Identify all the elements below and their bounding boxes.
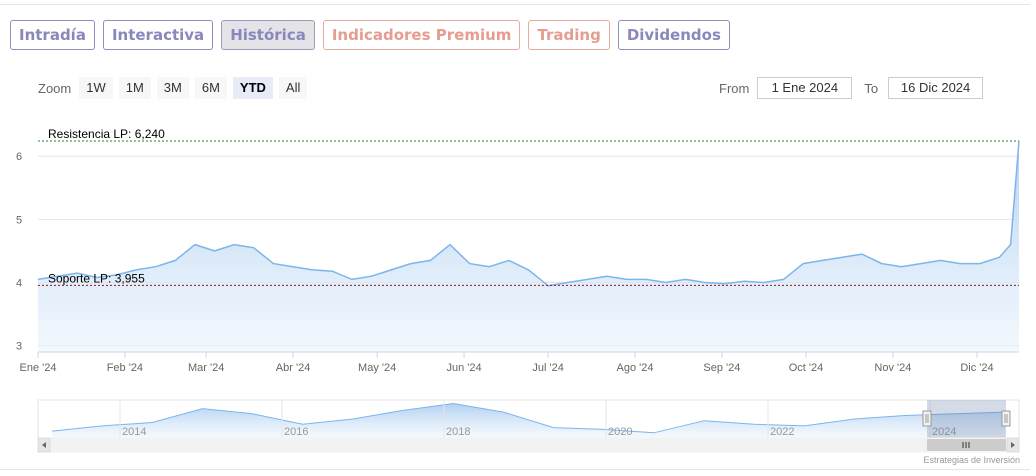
- tab-intrad-a[interactable]: Intradía: [10, 20, 95, 50]
- zoom-1m-button[interactable]: 1M: [118, 77, 151, 99]
- navigator-year-label: 2018: [446, 426, 470, 438]
- tab-indicadores-premium[interactable]: Indicadores Premium: [322, 20, 521, 50]
- arrow-right-icon: [1011, 442, 1015, 448]
- tab-trading[interactable]: Trading: [528, 20, 610, 50]
- zoom-label: Zoom: [38, 80, 72, 96]
- navigator-area: [52, 403, 1005, 438]
- series-area: [38, 141, 1019, 352]
- from-date-input[interactable]: 1 Ene 2024: [757, 77, 853, 99]
- x-axis: Ene '24 Feb '24 Mar '24 Abr '24 May '24 Jun '…: [20, 351, 1019, 374]
- scrollbar-track: [37, 437, 1020, 453]
- zoom-bar: Zoom 1W 1M 3M 6M YTD All: [38, 77, 308, 99]
- x-tick-label: May '24: [358, 362, 396, 374]
- navigator-year-label: 2016: [284, 426, 308, 438]
- navigator-year-label: 2024: [932, 426, 956, 438]
- from-label: From: [719, 80, 750, 96]
- y-tick-label: 5: [16, 214, 22, 226]
- x-tick-label: Mar '24: [188, 362, 224, 374]
- x-tick-label: Jun '24: [446, 362, 481, 374]
- x-tick-label: Abr '24: [276, 362, 311, 374]
- zoom-all-button[interactable]: All: [278, 77, 308, 99]
- to-date-input[interactable]: 16 Dic 2024: [888, 77, 984, 99]
- top-divider: [0, 4, 1030, 5]
- x-tick-label: Ago '24: [617, 362, 654, 374]
- support-label: Soporte LP: 3,955: [48, 271, 145, 285]
- to-label: To: [864, 80, 879, 96]
- x-tick-label: Feb '24: [107, 362, 143, 374]
- navigator-handle[interactable]: [1001, 410, 1011, 427]
- chart-mode-tabs: Intradía Interactiva Histórica Indicadores …: [10, 20, 730, 50]
- zoom-1w-button[interactable]: 1W: [79, 77, 113, 99]
- x-tick-label: Jul '24: [532, 362, 563, 374]
- price-series: [37, 141, 1020, 352]
- arrow-left-icon: [42, 442, 46, 448]
- x-tick-label: Sep '24: [703, 362, 740, 374]
- x-tick-label: Oct '24: [789, 362, 824, 374]
- navigator-year-label: 2014: [122, 426, 146, 438]
- tab-dividendos[interactable]: Dividendos: [617, 20, 730, 50]
- y-tick-label: 3: [16, 341, 22, 353]
- navigator-handle[interactable]: [922, 410, 932, 427]
- navigator[interactable]: 2014 2016 2018 2020 2022 2024: [37, 399, 1020, 453]
- level-lines: Resistencia LP: 6,240 Soporte LP: 3,955: [38, 127, 1019, 286]
- y-tick-label: 4: [16, 278, 22, 290]
- credits-label: Estrategias de Inversión: [923, 455, 1020, 465]
- zoom-ytd-button[interactable]: YTD: [232, 77, 273, 99]
- navigator-selection: [927, 400, 1006, 438]
- date-range: From 1 Ene 2024 To 16 Dic 2024: [719, 77, 984, 99]
- zoom-6m-button[interactable]: 6M: [194, 77, 227, 99]
- bottom-divider: [0, 469, 1030, 470]
- series-line: [37, 141, 1020, 287]
- x-tick-label: Ene '24: [20, 362, 57, 374]
- x-tick-label: Dic '24: [960, 362, 993, 374]
- resistance-label: Resistencia LP: 6,240: [48, 127, 165, 141]
- y-axis: 3 4 5 6: [16, 151, 22, 352]
- navigator-year-label: 2020: [608, 426, 632, 438]
- zoom-3m-button[interactable]: 3M: [156, 77, 189, 99]
- y-tick-label: 6: [16, 151, 22, 163]
- x-tick-label: Nov '24: [874, 362, 911, 374]
- navigator-line: [51, 402, 1006, 434]
- tab-interactiva[interactable]: Interactiva: [102, 20, 214, 50]
- navigator-year-label: 2022: [770, 426, 794, 438]
- tab-hist-rica[interactable]: Histórica: [221, 20, 315, 50]
